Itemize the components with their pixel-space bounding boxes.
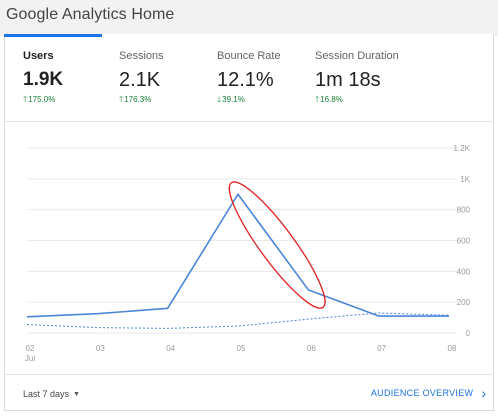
x-tick-label: 07 — [377, 344, 386, 353]
x-tick-label: 06 — [307, 344, 316, 353]
metric-change: 🡑 175.0% — [23, 95, 63, 105]
metric-change-value: 176.3% — [124, 95, 152, 104]
arrow-up-icon: 🡑 — [119, 95, 124, 104]
metric-value: 1.9K — [23, 69, 64, 90]
metric-tab-bounce-rate[interactable]: Bounce Rate 12.1% 🡓 39.1% — [217, 50, 281, 105]
arrow-up-icon: 🡑 — [23, 95, 28, 104]
date-range-label: Last 7 days — [23, 389, 70, 399]
y-tick-label: 800 — [457, 206, 471, 215]
arrow-up-icon: 🡑 — [315, 95, 320, 104]
metric-label: Session Duration — [315, 50, 399, 62]
metric-tab-session-duration[interactable]: Session Duration 1m 18s 🡑 16.8% — [315, 50, 399, 105]
metric-change: 🡑 16.8% — [315, 95, 399, 105]
metric-label: Users — [23, 50, 54, 62]
y-tick-label: 0 — [466, 329, 471, 338]
x-tick-label: 02 — [26, 344, 35, 353]
y-tick-label: 1.2K — [454, 144, 471, 153]
metric-value: 2.1K — [119, 69, 161, 91]
metric-label: Bounce Rate — [217, 50, 281, 62]
metric-label: Sessions — [119, 50, 164, 62]
audience-overview-label: AUDIENCE OVERVIEW — [370, 388, 474, 398]
x-tick-sublabel: Jul — [25, 354, 35, 363]
x-tick-label: 05 — [237, 344, 246, 353]
metric-change-value: 175.0% — [28, 95, 56, 104]
metric-change-value: 39.1% — [222, 95, 245, 104]
footer-divider — [4, 374, 494, 375]
metric-tab-sessions[interactable]: Sessions 2.1K 🡑 176.3% — [119, 50, 164, 105]
previous-period-line — [26, 312, 450, 329]
metric-change: 🡑 176.3% — [119, 95, 164, 105]
x-tick-label: 04 — [166, 344, 175, 353]
y-tick-label: 200 — [457, 298, 471, 307]
metrics-divider — [4, 121, 494, 122]
users-series-line — [26, 193, 449, 318]
x-tick-label: 03 — [96, 344, 105, 353]
y-tick-label: 1K — [460, 175, 470, 184]
metric-value: 1m 18s — [315, 69, 381, 91]
annotation-ellipse — [228, 181, 326, 309]
app-title: Google Analytics Home — [6, 6, 175, 23]
x-tick-label: 08 — [448, 344, 457, 353]
metric-change: 🡓 39.1% — [217, 95, 281, 105]
date-range-dropdown[interactable]: Last 7 days ▼ — [23, 389, 80, 399]
metric-tab-users[interactable]: Users 1.9K 🡑 175.0% — [23, 50, 63, 105]
analytics-card — [4, 34, 494, 411]
chevron-right-icon: › — [481, 385, 486, 401]
audience-overview-link[interactable]: AUDIENCE OVERVIEW › — [371, 386, 486, 400]
metric-value: 12.1% — [217, 69, 274, 91]
y-tick-label: 400 — [457, 267, 471, 276]
metric-change-value: 16.8% — [320, 95, 343, 104]
arrow-down-icon: 🡓 — [217, 95, 222, 104]
caret-down-icon: ▼ — [73, 390, 80, 398]
header-bar: Google Analytics Home — [0, 0, 498, 36]
active-metric-indicator — [4, 34, 102, 37]
y-tick-label: 600 — [457, 237, 471, 246]
